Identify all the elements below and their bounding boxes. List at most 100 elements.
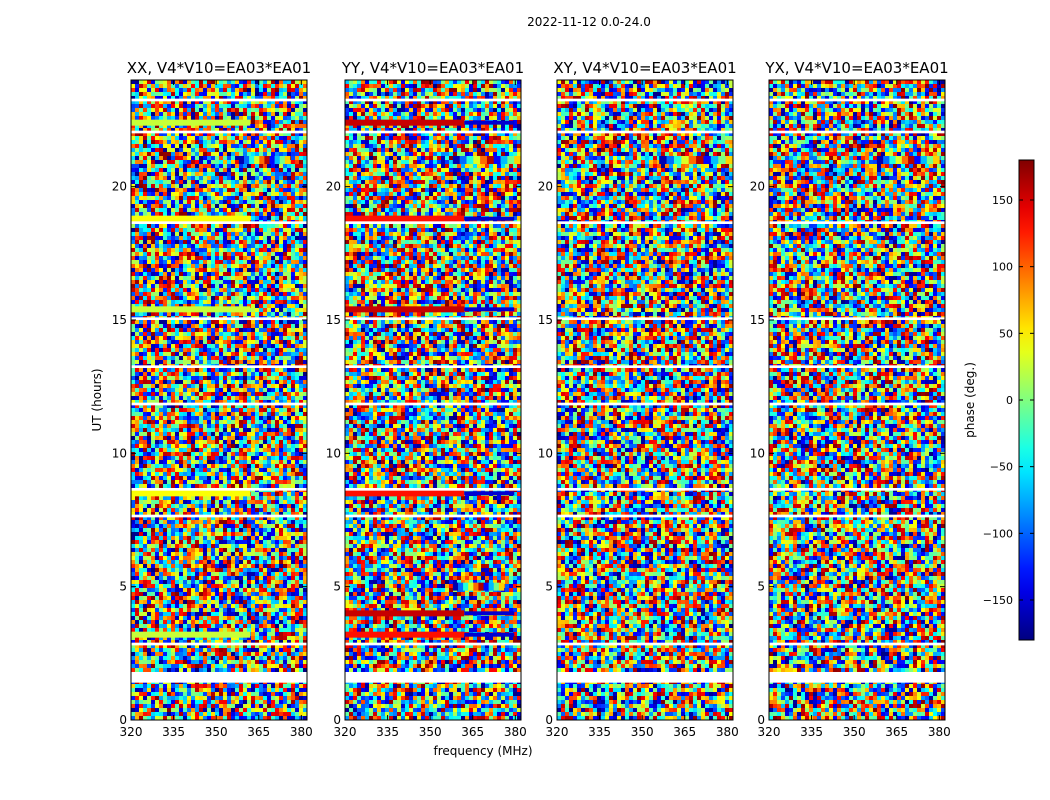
flagged-gap xyxy=(557,488,733,491)
phase-band xyxy=(345,306,465,313)
x-tick-label: 380 xyxy=(504,725,527,739)
fringe-feature xyxy=(876,156,884,164)
fringe-feature xyxy=(500,156,508,164)
y-tick-label: 15 xyxy=(112,313,127,327)
colorbar-tick-label: 50 xyxy=(999,327,1013,340)
x-tick-label: 350 xyxy=(843,725,866,739)
colorbar-tick-label: 0 xyxy=(1006,394,1013,407)
fringe-feature xyxy=(908,156,915,164)
fringe-feature xyxy=(673,156,682,164)
fringe-feature xyxy=(466,156,474,164)
panel-title: XX, V4*V10=EA03*EA01 xyxy=(127,59,311,77)
phase-band-wrap xyxy=(464,216,515,221)
fringe-feature xyxy=(457,582,464,591)
y-tick-label: 20 xyxy=(750,180,765,194)
fringe-feature xyxy=(920,156,928,164)
flagged-gap xyxy=(345,130,521,134)
fringe-feature xyxy=(488,582,495,591)
panel-title: YX, V4*V10=EA03*EA01 xyxy=(764,59,948,77)
y-tick-label: 10 xyxy=(538,446,553,460)
y-tick-label: 0 xyxy=(757,713,765,727)
flagged-gap xyxy=(557,642,733,646)
panel-title: XY, V4*V10=EA03*EA01 xyxy=(553,59,736,77)
x-tick-label: 365 xyxy=(673,725,696,739)
fringe-feature xyxy=(269,156,275,164)
x-tick-label: 350 xyxy=(419,725,442,739)
panel-yx: YX, V4*V10=EA03*EA01 320 335 350 365 380 0 5 10 1… xyxy=(750,59,951,739)
y-tick-label: 20 xyxy=(326,180,341,194)
y-tick-label: 5 xyxy=(333,580,341,594)
panel-yy: YY, V4*V10=EA03*EA01 320 335 350 365 380 0 5 10 1… xyxy=(326,59,527,739)
fringe-feature xyxy=(914,156,921,164)
panel-title: YY, V4*V10=EA03*EA01 xyxy=(341,59,524,77)
y-axis-label: UT (hours) xyxy=(90,368,104,431)
y-tick-label: 5 xyxy=(545,580,553,594)
fringe-feature xyxy=(926,156,934,164)
y-tick-label: 0 xyxy=(545,713,553,727)
panel-xx: XX, V4*V10=EA03*EA01 320 335 350 365 380 0 5 10 1… xyxy=(112,59,313,739)
flagged-gap xyxy=(769,642,945,646)
heatmap-image xyxy=(769,80,945,720)
x-tick-label: 365 xyxy=(885,725,908,739)
flagged-gap xyxy=(769,98,945,102)
flagged-gap xyxy=(345,402,521,406)
y-tick-label: 0 xyxy=(333,713,341,727)
phase-band-wrap xyxy=(464,491,515,496)
phase-band xyxy=(345,215,465,222)
y-tick-label: 15 xyxy=(538,313,553,327)
flagged-gap xyxy=(557,365,733,368)
panel-frame xyxy=(768,79,946,721)
fringe-feature xyxy=(688,156,697,164)
fringe-feature xyxy=(725,156,733,164)
flagged-gap xyxy=(557,130,733,134)
flagged-gap xyxy=(131,514,307,518)
fringe-feature xyxy=(696,156,704,164)
flagged-gap xyxy=(345,98,521,102)
fringe-feature xyxy=(483,582,489,591)
phase-band xyxy=(345,610,465,617)
fringe-feature xyxy=(279,156,286,164)
fringe-feature xyxy=(452,582,459,591)
colorbar-tick-label: −50 xyxy=(990,461,1013,474)
fringe-feature xyxy=(718,156,726,164)
x-tick-label: 335 xyxy=(588,725,611,739)
flagged-gap xyxy=(131,642,307,646)
fringe-feature xyxy=(710,156,719,164)
flagged-gap xyxy=(131,221,307,224)
fringe-feature xyxy=(659,156,667,164)
phase-band-wrap xyxy=(464,611,515,616)
flagged-gap xyxy=(557,317,733,320)
x-tick-label: 380 xyxy=(290,725,313,739)
x-tick-label: 320 xyxy=(546,725,569,739)
x-tick-label: 335 xyxy=(162,725,185,739)
flagged-gap xyxy=(131,365,307,368)
flagged-gap xyxy=(557,221,733,224)
flagged-gap xyxy=(131,130,307,134)
fringe-feature xyxy=(681,156,690,164)
flagged-gap xyxy=(345,221,521,224)
heatmap-image xyxy=(345,80,521,720)
y-tick-label: 20 xyxy=(112,180,127,194)
fringe-feature xyxy=(883,156,890,164)
x-tick-label: 320 xyxy=(334,725,357,739)
flagged-gap xyxy=(769,221,945,224)
fringe-feature xyxy=(473,582,479,591)
x-tick-label: 350 xyxy=(205,725,228,739)
panel-frame xyxy=(130,79,308,721)
fringe-feature xyxy=(238,156,245,164)
fringe-feature xyxy=(514,156,521,164)
fringe-feature xyxy=(243,156,250,164)
y-tick-label: 15 xyxy=(326,313,341,327)
panel-frame xyxy=(344,79,522,721)
phase-band-wrap xyxy=(464,307,515,312)
flagged-gap xyxy=(769,514,945,518)
fringe-feature xyxy=(463,582,469,591)
flagged-gap xyxy=(345,317,521,320)
fringe-feature xyxy=(468,582,474,591)
x-axis-label: frequency (MHz) xyxy=(433,744,532,758)
fringe-feature xyxy=(249,156,255,164)
x-tick-label: 320 xyxy=(758,725,781,739)
flagged-gap xyxy=(557,402,733,406)
fringe-feature xyxy=(274,156,281,164)
flagged-gap xyxy=(345,642,521,646)
